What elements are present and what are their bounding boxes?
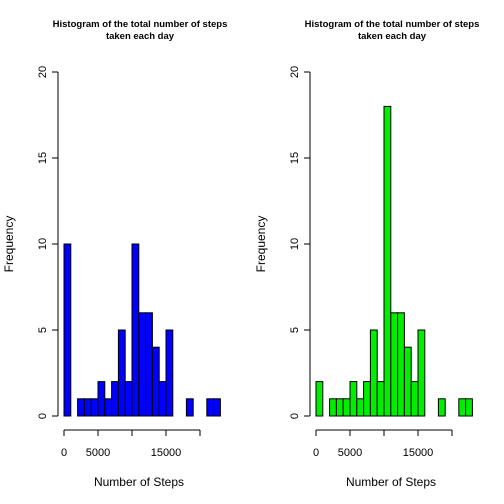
x-axis-label: Number of Steps [94, 475, 184, 489]
x-axis: 0 5000 15000 [313, 429, 453, 459]
histogram-bar [131, 243, 140, 417]
histogram-bar [383, 105, 392, 417]
histogram-bar [329, 398, 337, 417]
y-tick-label: 10 [37, 238, 49, 250]
histogram-bar [437, 398, 446, 417]
histogram-bar [363, 381, 371, 417]
histogram-bar [315, 381, 324, 417]
y-tick-label: 20 [289, 66, 301, 78]
histogram-bar [165, 329, 174, 417]
histogram-bar [465, 398, 473, 417]
histogram-bar [151, 346, 160, 417]
y-axis: 0 5 10 15 20 [37, 66, 59, 419]
chart-title-line2: taken each day [106, 31, 175, 42]
y-tick-label: 0 [37, 413, 49, 419]
histogram-bar [158, 381, 167, 417]
y-tick-label: 20 [37, 66, 49, 78]
y-tick-label: 10 [289, 238, 301, 250]
histogram-bar [111, 381, 119, 417]
x-tick-label: 0 [313, 447, 319, 459]
histogram-bar [349, 381, 358, 417]
x-tick-label: 5000 [86, 447, 110, 459]
histogram-bar [458, 398, 467, 417]
histogram-bar [369, 329, 378, 417]
histogram-bar [335, 398, 344, 417]
histogram-panel-left: Histogram of the total number of steps t… [2, 19, 227, 489]
y-axis: 0 5 10 15 20 [289, 66, 311, 419]
y-tick-label: 5 [37, 327, 49, 333]
y-axis-label: Frequency [2, 216, 16, 273]
histogram-bar [104, 398, 113, 417]
histogram-bar [213, 398, 221, 417]
x-tick-label: 5000 [338, 447, 362, 459]
x-tick-label: 15000 [151, 447, 182, 459]
chart-title-line2: taken each day [358, 31, 427, 42]
histogram-bar [206, 398, 215, 417]
y-axis-label: Frequency [254, 216, 268, 273]
histogram-bar [185, 398, 194, 417]
histogram-bar [145, 312, 153, 417]
histogram-bar [403, 346, 412, 417]
y-tick-label: 15 [37, 152, 49, 164]
histogram-bar [417, 329, 426, 417]
histogram-bar [97, 381, 106, 417]
histogram-bar [390, 312, 399, 417]
y-tick-label: 5 [289, 327, 301, 333]
y-tick-label: 15 [289, 152, 301, 164]
x-axis: 0 5000 15000 [61, 429, 201, 459]
y-tick-label: 0 [289, 413, 301, 419]
histogram-bar [83, 398, 92, 417]
histogram-bar [376, 381, 385, 417]
bars-group [315, 105, 473, 417]
histogram-bar [410, 381, 419, 417]
histogram-bar [138, 312, 147, 417]
x-tick-label: 15000 [403, 447, 434, 459]
chart-title-line1: Histogram of the total number of steps [53, 19, 228, 30]
x-tick-label: 0 [61, 447, 67, 459]
histogram-bar [356, 398, 365, 417]
x-axis-label: Number of Steps [346, 475, 436, 489]
histogram-panel-right: Histogram of the total number of steps t… [254, 19, 479, 489]
histogram-bar [90, 398, 99, 417]
histogram-bar [342, 398, 351, 417]
histogram-bar [77, 398, 85, 417]
chart-title-line1: Histogram of the total number of steps [305, 19, 480, 30]
bars-group [63, 243, 221, 417]
histogram-bar [397, 312, 405, 417]
histogram-bar [124, 381, 133, 417]
histogram-bar [117, 329, 126, 417]
histogram-bar [63, 243, 72, 417]
